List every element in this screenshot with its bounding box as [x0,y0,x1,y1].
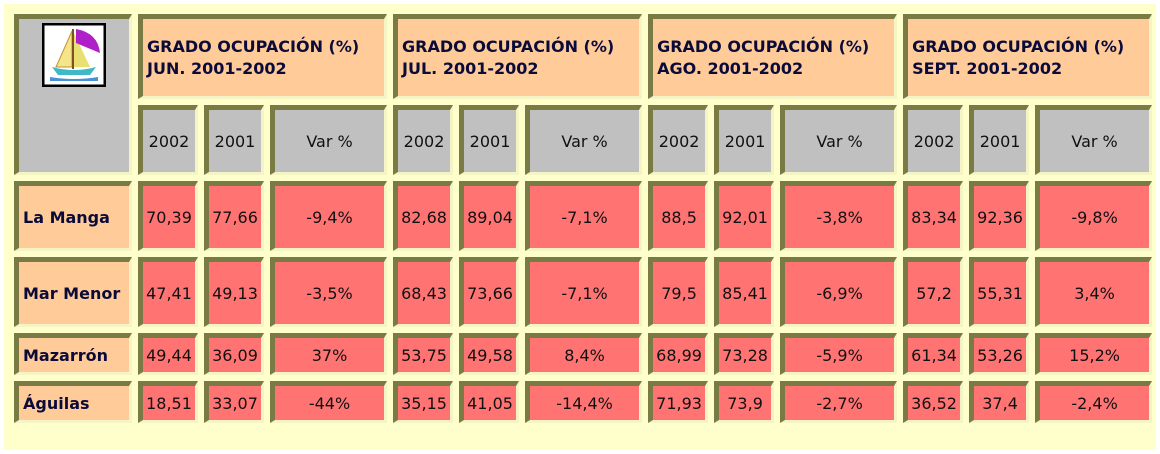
row-label: La Manga [14,181,132,251]
column-header: 2001 [714,105,775,175]
column-header: 2001 [204,105,264,175]
data-row: Mar Menor 47,41 49,13 -3,5% 68,43 73,66 -7,1% 7… [14,257,1153,327]
value-cell: 92,01 [714,181,775,251]
data-row: Águilas 18,51 33,07 -44% 35,15 41,05 -14,4% 71,… [14,381,1153,423]
value-cell: 73,28 [714,333,775,375]
value-cell: 82,68 [393,181,454,251]
value-cell: -9,8% [1035,181,1153,251]
group-header: GRADO OCUPACIÓN (%) JUL. 2001-2002 [393,14,643,99]
group-header: GRADO OCUPACIÓN (%) SEPT. 2001-2002 [903,14,1153,99]
column-header: 2002 [648,105,709,175]
value-cell: 47,41 [138,257,198,327]
column-header: Var % [525,105,643,175]
value-cell: 35,15 [393,381,454,423]
value-cell: -14,4% [525,381,643,423]
value-cell: -2,7% [780,381,898,423]
boat-icon [41,22,107,88]
column-header: 2002 [903,105,964,175]
header-row: GRADO OCUPACIÓN (%) JUN. 2001-2002 GRADO … [14,14,1153,175]
value-cell: -2,4% [1035,381,1153,423]
subheader-row: 2002 2001 Var % 2002 2001 Var % 2002 2001 Var % 2… [14,105,1153,175]
value-cell: 85,41 [714,257,775,327]
value-cell: 49,44 [138,333,198,375]
table-frame: GRADO OCUPACIÓN (%) JUN. 2001-2002 GRADO … [4,4,1156,450]
value-cell: 73,66 [459,257,520,327]
group-header: GRADO OCUPACIÓN (%) AGO. 2001-2002 [648,14,898,99]
value-cell: -7,1% [525,257,643,327]
value-cell: 37% [270,333,388,375]
value-cell: 15,2% [1035,333,1153,375]
column-header: 2002 [393,105,454,175]
value-cell: 83,34 [903,181,964,251]
column-header: 2001 [459,105,520,175]
value-cell: 70,39 [138,181,198,251]
value-cell: 37,4 [969,381,1030,423]
column-header: 2001 [969,105,1030,175]
value-cell: -44% [270,381,388,423]
group-header: GRADO OCUPACIÓN (%) JUN. 2001-2002 [138,14,388,99]
value-cell: -7,1% [525,181,643,251]
table-body: GRADO OCUPACIÓN (%) JUN. 2001-2002 GRADO … [14,14,1153,423]
value-cell: 53,75 [393,333,454,375]
value-cell: 36,52 [903,381,964,423]
value-cell: 73,9 [714,381,775,423]
value-cell: -5,9% [780,333,898,375]
column-header: Var % [270,105,388,175]
occupancy-table: GRADO OCUPACIÓN (%) JUN. 2001-2002 GRADO … [8,8,1158,429]
value-cell: 49,58 [459,333,520,375]
value-cell: 88,5 [648,181,709,251]
row-label: Águilas [14,381,132,423]
value-cell: 68,99 [648,333,709,375]
value-cell: 49,13 [204,257,264,327]
value-cell: -9,4% [270,181,388,251]
value-cell: -3,8% [780,181,898,251]
value-cell: 68,43 [393,257,454,327]
row-label: Mazarrón [14,333,132,375]
value-cell: -6,9% [780,257,898,327]
logo-cell [14,14,132,175]
value-cell: 3,4% [1035,257,1153,327]
value-cell: 57,2 [903,257,964,327]
value-cell: 55,31 [969,257,1030,327]
data-row: Mazarrón 49,44 36,09 37% 53,75 49,58 8,4% 68,99… [14,333,1153,375]
value-cell: 18,51 [138,381,198,423]
value-cell: 41,05 [459,381,520,423]
value-cell: 36,09 [204,333,264,375]
value-cell: 61,34 [903,333,964,375]
value-cell: 89,04 [459,181,520,251]
value-cell: -3,5% [270,257,388,327]
value-cell: 71,93 [648,381,709,423]
column-header: Var % [1035,105,1153,175]
value-cell: 33,07 [204,381,264,423]
column-header: Var % [780,105,898,175]
value-cell: 77,66 [204,181,264,251]
value-cell: 79,5 [648,257,709,327]
value-cell: 8,4% [525,333,643,375]
value-cell: 53,26 [969,333,1030,375]
data-row: La Manga 70,39 77,66 -9,4% 82,68 89,04 -7,1% 88… [14,181,1153,251]
value-cell: 92,36 [969,181,1030,251]
column-header: 2002 [138,105,198,175]
row-label: Mar Menor [14,257,132,327]
